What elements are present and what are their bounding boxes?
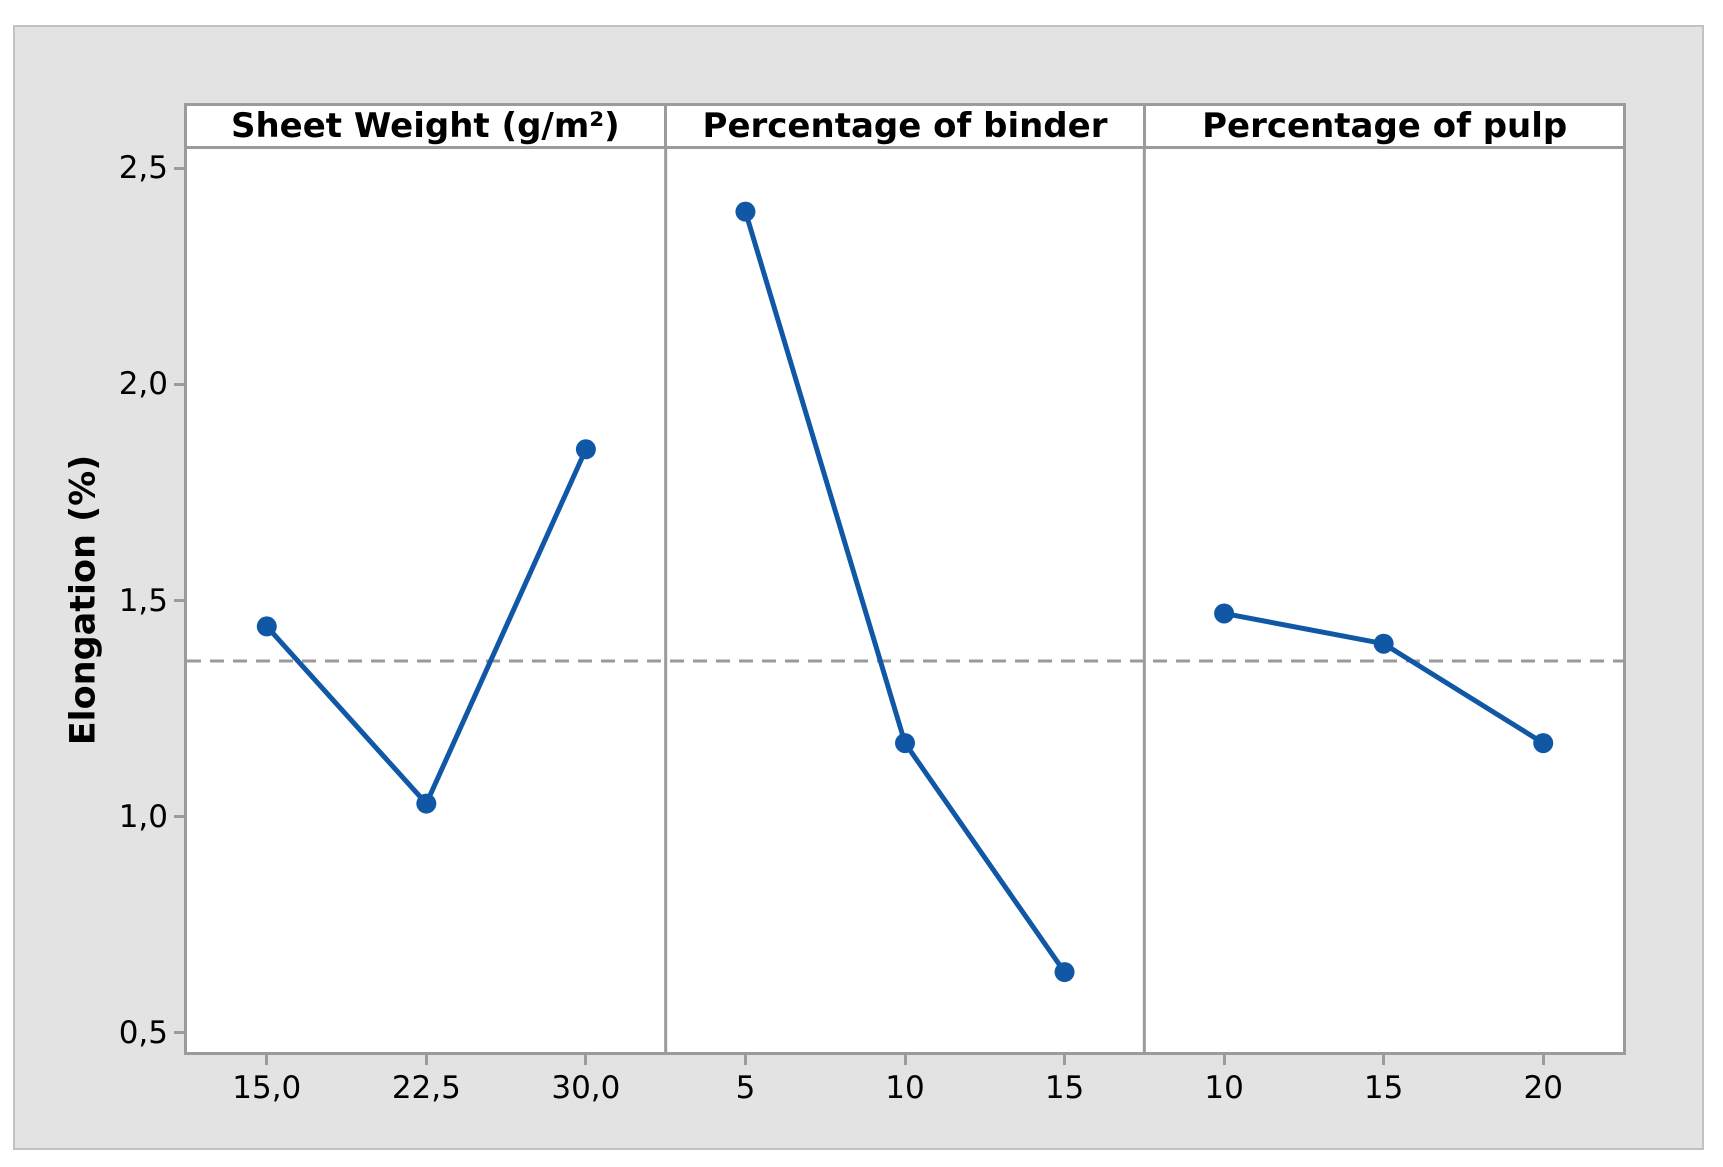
y-tick-label: 1,5 [118, 582, 168, 619]
x-tick-mark [903, 1055, 907, 1065]
main-effects-line-chart [187, 149, 1623, 1052]
figure-frame: Sheet Weight (g/m²) Percentage of binder… [13, 25, 1704, 1150]
x-tick-label: 10 [885, 1070, 925, 1106]
x-tick-mark [584, 1055, 588, 1065]
data-point-marker [416, 793, 437, 814]
series-line [1223, 611, 1545, 746]
x-tick-label: 5 [735, 1070, 756, 1106]
panel-header-row: Sheet Weight (g/m²) Percentage of binder… [184, 103, 1626, 149]
y-tick-mark [174, 599, 184, 602]
x-tick-label: 20 [1523, 1070, 1563, 1106]
series-line [743, 210, 1067, 974]
y-tick-mark [174, 382, 184, 386]
series-line [264, 448, 589, 809]
x-tick-mark [1541, 1055, 1545, 1065]
y-tick-label: 1,0 [118, 798, 168, 835]
data-point-marker [1533, 733, 1554, 754]
x-tick-mark [424, 1055, 428, 1065]
data-point-marker [1054, 962, 1075, 983]
x-tick-label: 10 [1204, 1070, 1244, 1106]
data-point-marker [575, 439, 596, 460]
x-tick-mark [1063, 1055, 1067, 1065]
x-tick-label: 22,5 [391, 1070, 461, 1106]
x-tick-mark [265, 1055, 269, 1065]
x-tick-mark [1222, 1055, 1226, 1065]
plot-area [184, 149, 1626, 1055]
y-tick-mark [174, 166, 184, 170]
y-tick-mark [174, 815, 184, 819]
panel-title-percentage-of-pulp: Percentage of pulp [1202, 106, 1568, 146]
y-tick-label: 0,5 [118, 1014, 168, 1051]
x-tick-mark [1382, 1055, 1386, 1065]
data-point-marker [1373, 633, 1394, 654]
data-point-marker [256, 616, 277, 637]
data-point-marker [895, 733, 915, 754]
x-tick-label: 30,0 [551, 1070, 621, 1106]
y-tick-label: 2,5 [118, 150, 168, 187]
y-tick-mark [174, 1031, 184, 1035]
panel-title-sheet-weight: Sheet Weight (g/m²) [187, 106, 667, 146]
x-tick-label: 15 [1363, 1070, 1404, 1106]
y-tick-label: 2,0 [118, 366, 168, 403]
data-point-marker [735, 201, 756, 222]
x-tick-mark [743, 1055, 747, 1065]
x-tick-label: 15 [1044, 1070, 1085, 1106]
x-tick-label: 15,0 [232, 1070, 302, 1106]
panel-title-percentage-of-binder: Percentage of binder [667, 106, 1147, 146]
data-point-marker [1214, 603, 1235, 624]
